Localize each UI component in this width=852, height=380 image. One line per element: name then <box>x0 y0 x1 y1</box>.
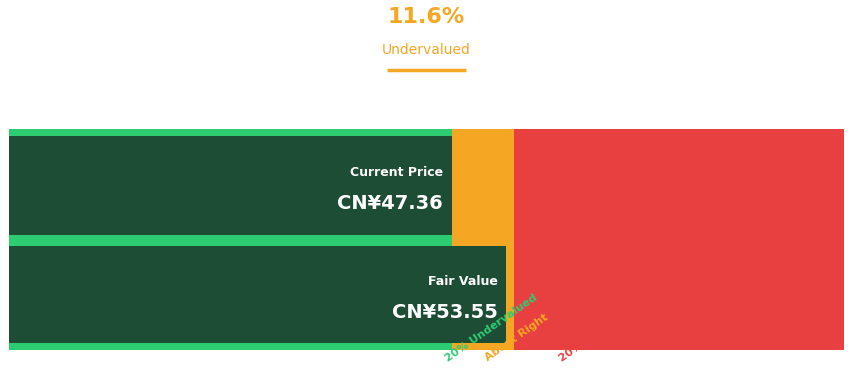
Text: Current Price: Current Price <box>349 166 443 179</box>
Text: Fair Value: Fair Value <box>427 275 497 288</box>
Text: 20% Overvalued: 20% Overvalued <box>556 297 645 364</box>
Text: Undervalued: Undervalued <box>382 43 470 57</box>
Text: About Right: About Right <box>482 313 549 364</box>
Text: CN¥53.55: CN¥53.55 <box>391 302 497 321</box>
Text: CN¥47.36: CN¥47.36 <box>337 193 443 212</box>
Bar <box>451 129 514 350</box>
Bar <box>514 129 843 350</box>
Bar <box>9 136 451 235</box>
Text: 11.6%: 11.6% <box>388 6 464 27</box>
Text: 20% Undervalued: 20% Undervalued <box>442 292 538 364</box>
Bar <box>9 246 505 343</box>
Bar <box>9 129 451 350</box>
